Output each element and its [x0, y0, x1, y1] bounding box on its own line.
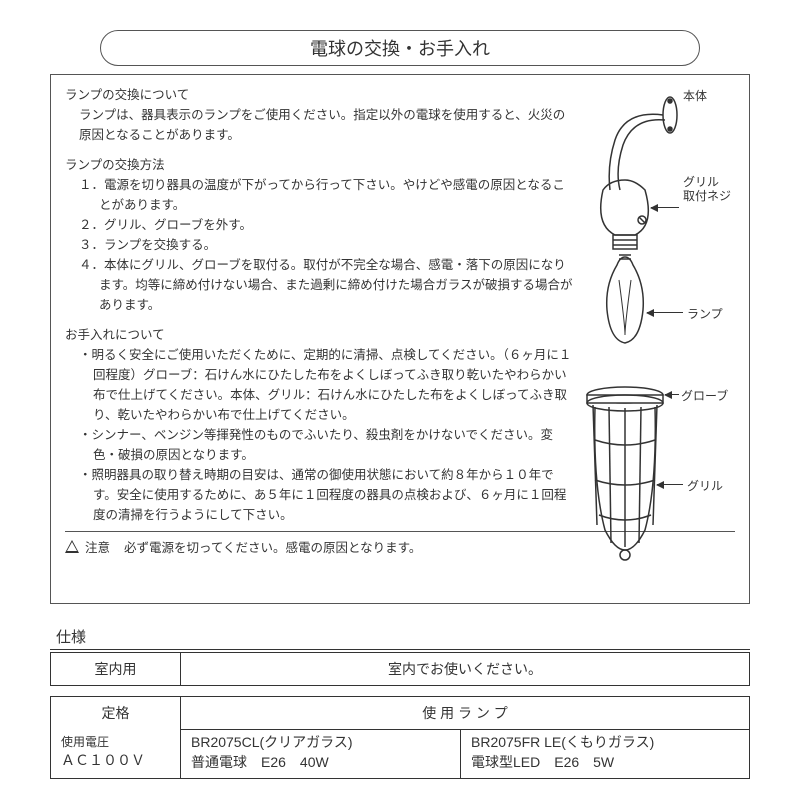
care-heading: お手入れについて — [65, 325, 575, 345]
spec-heading: 仕様 — [50, 624, 750, 650]
voltage-value: ＡＣ１００Ｖ — [61, 750, 170, 770]
rating-head: 定格 — [51, 697, 181, 730]
label-globe: グローブ — [681, 387, 728, 404]
indoor-cell: 室内用 — [51, 653, 181, 686]
voltage-label: 使用電圧 — [61, 733, 170, 750]
care-item: ・明るく安全にご使用いただくために、定期的に清掃、点検してください。（６ヶ月に１… — [79, 345, 575, 425]
instruction-box: ランプの交換について ランプは、器具表示のランプをご使用ください。指定以外の電球… — [50, 74, 750, 604]
warning-icon — [65, 540, 79, 553]
step-item: １．電源を切り器具の温度が下がってから行って下さい。やけどや感電の原因となること… — [79, 175, 575, 215]
cl-model: BR2075CL(クリアガラス) — [191, 732, 450, 752]
step-item: ４．本体にグリル、グローブを取付る。取付が不完全な場合、感電・落下の原因になりま… — [79, 255, 575, 315]
label-grill-screw: グリル 取付ネジ — [683, 175, 731, 204]
method-heading: ランプの交換方法 — [65, 155, 575, 175]
title-banner: 電球の交換・お手入れ — [100, 30, 700, 66]
cl-lamp: 普通電球 E26 40W — [191, 752, 450, 772]
spec-table-1: 室内用 室内でお使いください。 — [50, 652, 750, 686]
diagram-svg — [575, 85, 735, 585]
page-title: 電球の交換・お手入れ — [310, 39, 490, 59]
care-item: ・シンナー、ベンジン等揮発性のものでふいたり、殺虫剤をかけないでください。変色・… — [79, 425, 575, 465]
about-heading: ランプの交換について — [65, 85, 575, 105]
label-lamp: ランプ — [687, 305, 723, 322]
about-text: ランプは、器具表示のランプをご使用ください。指定以外の電球を使用すると、火災の原… — [65, 105, 575, 145]
care-item: ・照明器具の取り替え時期の目安は、通常の御使用状態において約８年から１０年です。… — [79, 465, 575, 525]
label-body: 本体 — [683, 87, 707, 104]
step-item: ３．ランプを交換する。 — [79, 235, 575, 255]
care-list: ・明るく安全にご使用いただくために、定期的に清掃、点検してください。（６ヶ月に１… — [65, 345, 575, 525]
fr-model: BR2075FR LE(くもりガラス) — [471, 732, 739, 752]
step-item: ２．グリル、グローブを外す。 — [79, 215, 575, 235]
caution-text: 必ず電源を切ってください。感電の原因となります。 — [124, 537, 421, 556]
steps-list: １．電源を切り器具の温度が下がってから行って下さい。やけどや感電の原因となること… — [65, 175, 575, 315]
fr-lamp: 電球型LED E26 5W — [471, 752, 739, 772]
caution-label: 注意 — [85, 537, 110, 556]
spec-table-2: 定格 使 用 ラ ン プ 使用電圧 ＡＣ１００Ｖ BR2075CL(クリアガラス… — [50, 696, 750, 779]
spec-block: 仕様 室内用 室内でお使いください。 定格 使 用 ラ ン プ 使用電圧 ＡＣ１… — [50, 624, 750, 779]
indoor-note-cell: 室内でお使いください。 — [181, 653, 750, 686]
label-grill: グリル — [687, 477, 723, 494]
text-column: ランプの交換について ランプは、器具表示のランプをご使用ください。指定以外の電球… — [65, 85, 575, 525]
lamp-diagram: 本体 グリル 取付ネジ ランプ グローブ グリル — [575, 85, 735, 588]
lamp-used-head: 使 用 ラ ン プ — [181, 697, 750, 730]
